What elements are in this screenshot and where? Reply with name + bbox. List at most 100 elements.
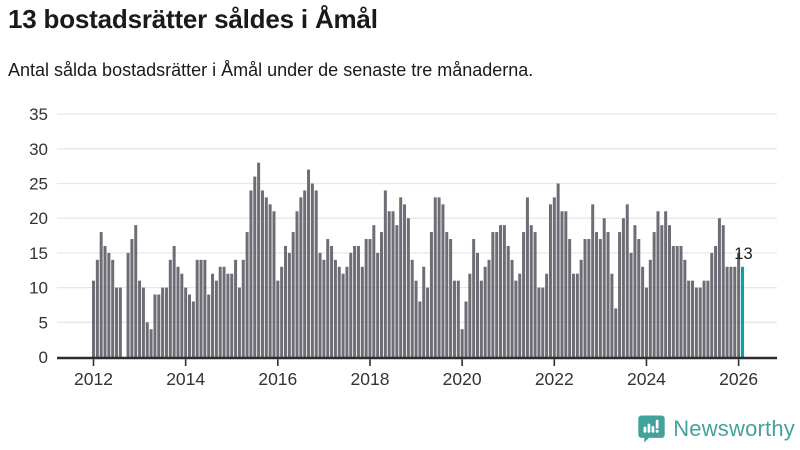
bar <box>506 245 510 357</box>
bar <box>418 301 422 357</box>
bar <box>372 225 376 357</box>
bar <box>276 280 280 357</box>
y-axis-tick-label: 0 <box>39 348 48 367</box>
bar <box>648 259 652 357</box>
bar <box>284 245 287 357</box>
bar <box>191 301 195 357</box>
bar <box>180 273 184 357</box>
bar <box>541 287 545 357</box>
bar <box>414 280 418 357</box>
bar <box>433 197 437 357</box>
bar <box>314 190 318 357</box>
bar <box>222 266 226 357</box>
bar <box>575 273 579 357</box>
bar <box>318 252 322 357</box>
bar <box>621 218 625 357</box>
bar <box>525 197 529 357</box>
bar <box>568 239 572 357</box>
speech-bubble-shape <box>638 415 665 443</box>
bar <box>295 211 299 357</box>
bar <box>356 245 360 357</box>
bar <box>391 211 395 357</box>
bar <box>572 273 575 357</box>
bar <box>141 287 145 357</box>
bar <box>522 232 526 357</box>
bar <box>410 259 414 357</box>
bar <box>483 266 487 357</box>
bar <box>618 232 622 357</box>
bar <box>360 266 364 357</box>
bar <box>253 176 257 357</box>
bar <box>172 245 176 357</box>
bar <box>272 211 276 357</box>
bar <box>656 211 660 357</box>
bar <box>710 252 714 357</box>
y-axis-tick-label: 5 <box>39 313 48 332</box>
bar <box>725 266 729 357</box>
bar <box>176 266 180 357</box>
bar <box>487 259 491 357</box>
newsworthy-logo-icon <box>638 415 665 443</box>
bar <box>95 259 99 357</box>
bar <box>130 239 134 357</box>
bar <box>303 190 307 357</box>
x-axis-tick-label: 2012 <box>74 369 113 389</box>
bar <box>349 252 353 357</box>
bar <box>721 225 725 357</box>
bar <box>164 287 168 357</box>
y-axis-tick-label: 15 <box>29 244 48 263</box>
bar <box>257 162 261 357</box>
bar <box>376 252 380 357</box>
bar <box>679 245 683 357</box>
y-axis-tick-label: 10 <box>29 279 48 298</box>
bar <box>602 218 606 357</box>
bar <box>449 239 453 357</box>
bar <box>99 232 103 357</box>
y-axis-tick-label: 30 <box>29 140 48 159</box>
bar <box>479 280 483 357</box>
bar <box>717 218 721 357</box>
bar <box>637 239 641 357</box>
bar <box>533 232 537 357</box>
bar <box>241 259 245 357</box>
x-axis-tick-label: 2020 <box>443 369 482 389</box>
bar <box>92 280 95 357</box>
bar <box>733 266 737 357</box>
bar <box>145 322 149 357</box>
bar <box>426 287 430 357</box>
bar <box>702 280 706 357</box>
bar <box>698 287 702 357</box>
bar <box>207 294 211 357</box>
bar <box>399 197 403 357</box>
bar <box>103 245 107 357</box>
bar <box>230 273 234 357</box>
logo-exclamation-dot <box>655 429 659 433</box>
bar <box>579 259 583 357</box>
bar <box>641 266 645 357</box>
bar <box>249 190 253 357</box>
bar <box>330 245 334 357</box>
bar <box>214 280 218 357</box>
bar <box>157 294 161 357</box>
bar <box>445 232 449 357</box>
bar <box>456 280 460 357</box>
bar <box>610 273 614 357</box>
bar <box>502 225 506 357</box>
logo-exclamation-stem <box>655 419 659 429</box>
bar <box>107 252 111 357</box>
bar <box>460 329 464 357</box>
bar <box>556 183 560 357</box>
bar <box>633 225 637 357</box>
newsworthy-logo: Newsworthy <box>637 414 795 443</box>
bar <box>422 266 426 357</box>
bar <box>514 280 518 357</box>
bar <box>694 287 698 357</box>
bar <box>499 225 503 357</box>
bar <box>452 280 456 357</box>
bar <box>199 259 203 357</box>
bar <box>510 259 514 357</box>
logo-bar-2 <box>647 423 651 433</box>
bar <box>737 252 741 357</box>
bar <box>564 211 568 357</box>
